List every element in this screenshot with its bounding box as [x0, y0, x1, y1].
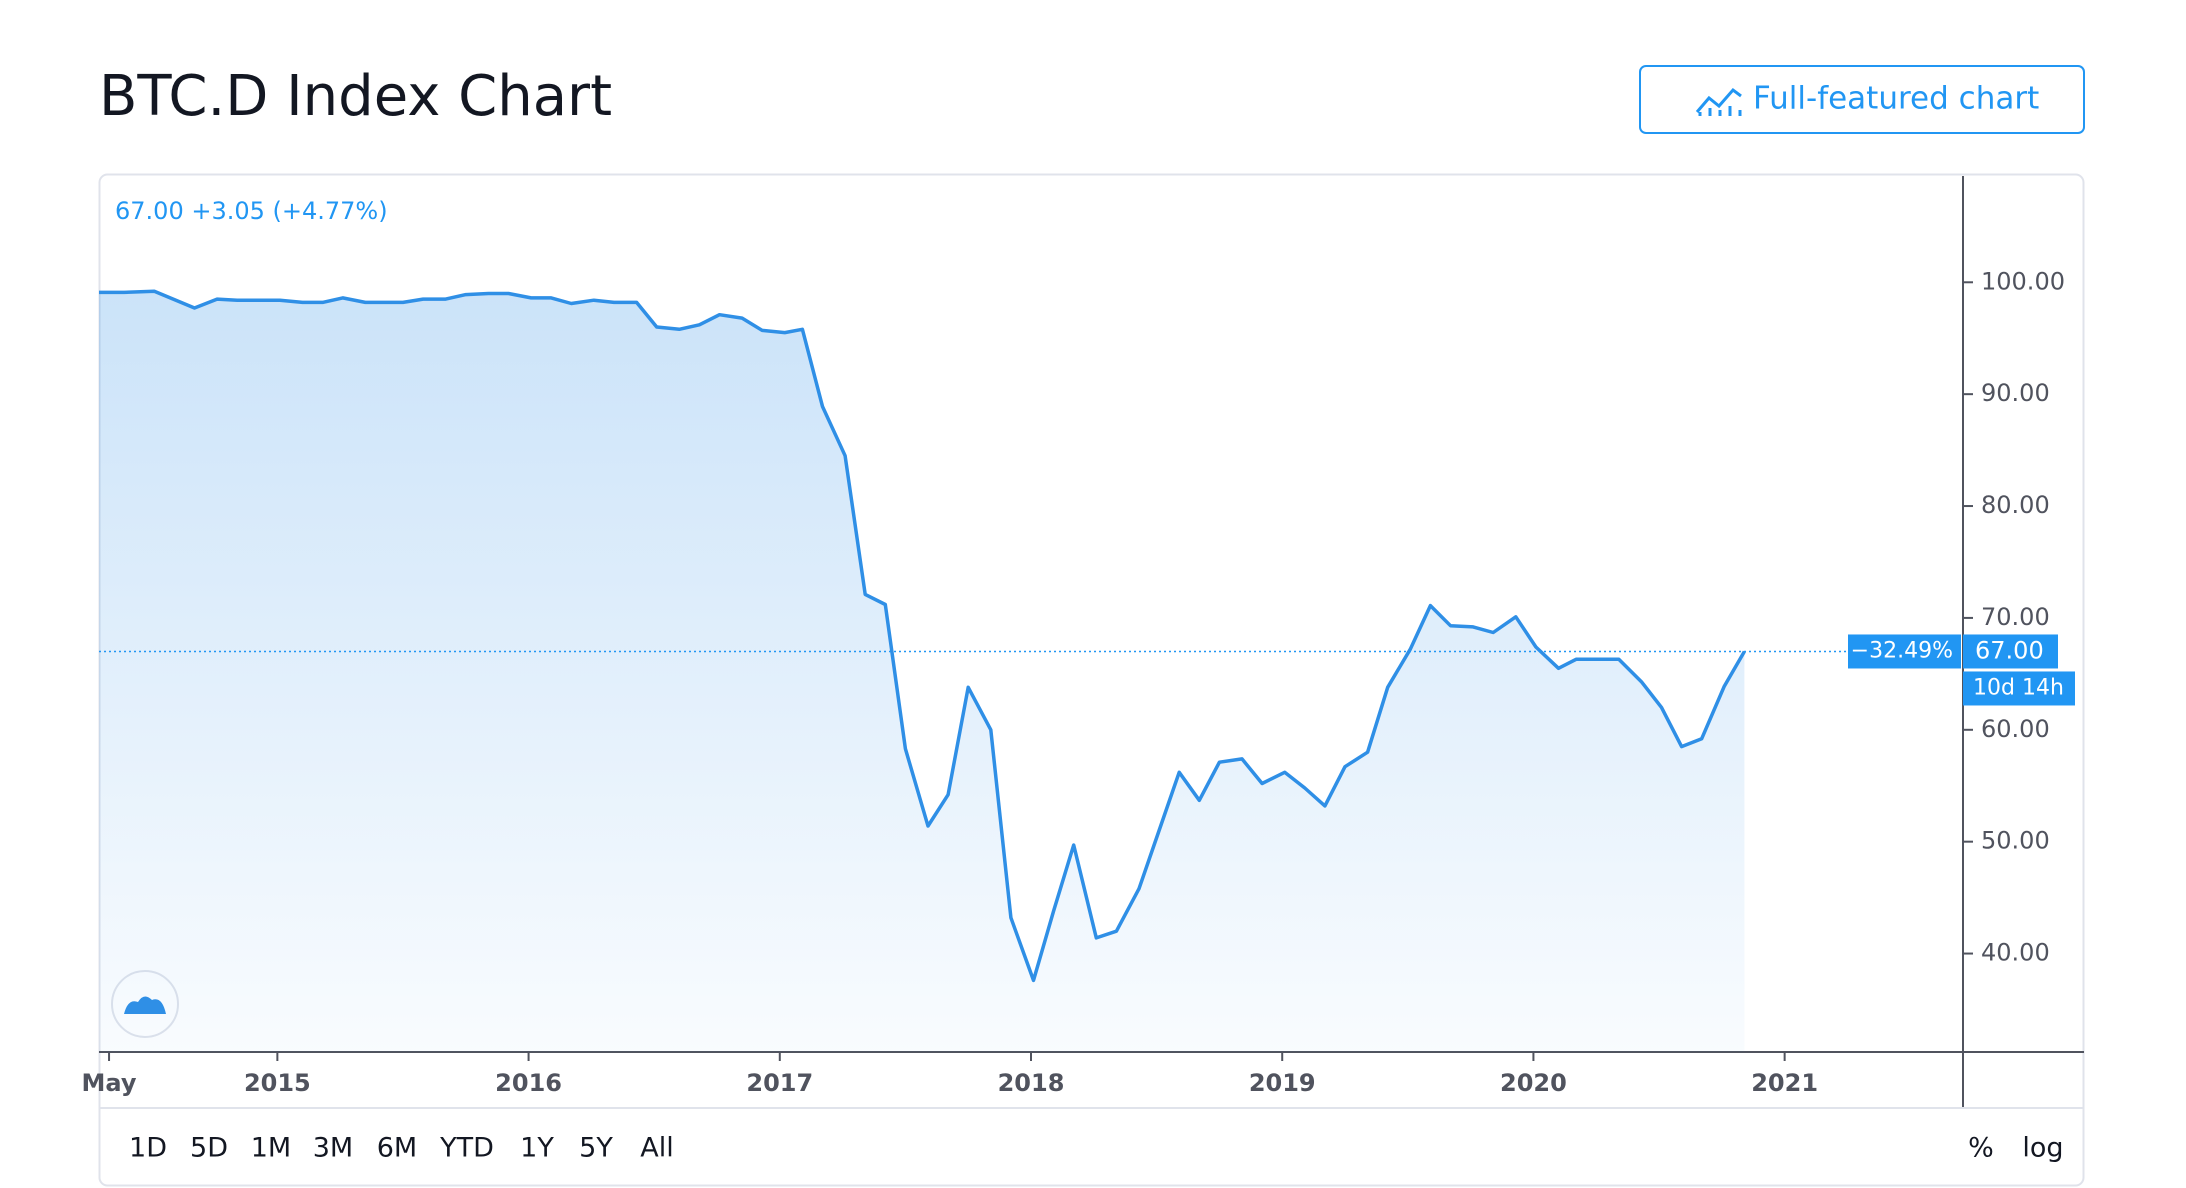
- page-title: BTC.D Index Chart: [99, 64, 612, 129]
- countdown-label: 10d 14h: [1973, 675, 2064, 700]
- button-icon[interactable]: [1695, 87, 1742, 116]
- x-tick-label: 2015: [244, 1069, 311, 1097]
- y-tick-label: 40.00: [1981, 939, 2050, 967]
- change-badge: [1848, 634, 1961, 669]
- x-tick-label: 2020: [1500, 1069, 1567, 1097]
- x-tick-label: 2021: [1751, 1069, 1818, 1097]
- scale-button[interactable]: %: [1968, 1133, 1994, 1164]
- price-badge: [1963, 634, 2058, 669]
- range-button[interactable]: 5Y: [579, 1133, 613, 1164]
- scale-button[interactable]: log: [2022, 1133, 2063, 1164]
- x-tick-label: 2017: [746, 1069, 813, 1097]
- button-label[interactable]: Full-featured chart: [1753, 81, 2039, 117]
- y-tick-label: 70.00: [1981, 603, 2050, 631]
- y-tick-label: 90.00: [1981, 379, 2050, 407]
- range-button[interactable]: 1M: [251, 1133, 291, 1164]
- y-tick-label: 60.00: [1981, 715, 2050, 743]
- full-chart-button[interactable]: Full-featured chart: [1639, 65, 2085, 134]
- range-button[interactable]: 6M: [377, 1133, 417, 1164]
- range-button[interactable]: All: [640, 1133, 673, 1164]
- range-button[interactable]: 1D: [129, 1133, 167, 1164]
- countdown-badge: [1963, 671, 2075, 706]
- y-tick-label: 50.00: [1981, 827, 2050, 855]
- y-tick-label: 100.00: [1981, 267, 2065, 295]
- range-button[interactable]: 1Y: [520, 1133, 554, 1164]
- x-tick-label: 2016: [495, 1069, 562, 1097]
- legend-text: 67.00 +3.05 (+4.77%): [115, 197, 388, 225]
- area-fill: [99, 291, 1745, 1052]
- range-button[interactable]: 3M: [313, 1133, 353, 1164]
- x-tick-label: May: [82, 1069, 137, 1097]
- button-frame[interactable]: [1639, 65, 2085, 134]
- x-tick-label: 2019: [1249, 1069, 1316, 1097]
- range-button[interactable]: YTD: [439, 1133, 494, 1164]
- price-line: [99, 289, 1746, 983]
- x-tick-label: 2018: [998, 1069, 1065, 1097]
- price-label: 67.00: [1975, 636, 2044, 664]
- range-button[interactable]: 5D: [190, 1133, 228, 1164]
- change-label: −32.49%: [1851, 638, 1953, 663]
- y-tick-label: 80.00: [1981, 491, 2050, 519]
